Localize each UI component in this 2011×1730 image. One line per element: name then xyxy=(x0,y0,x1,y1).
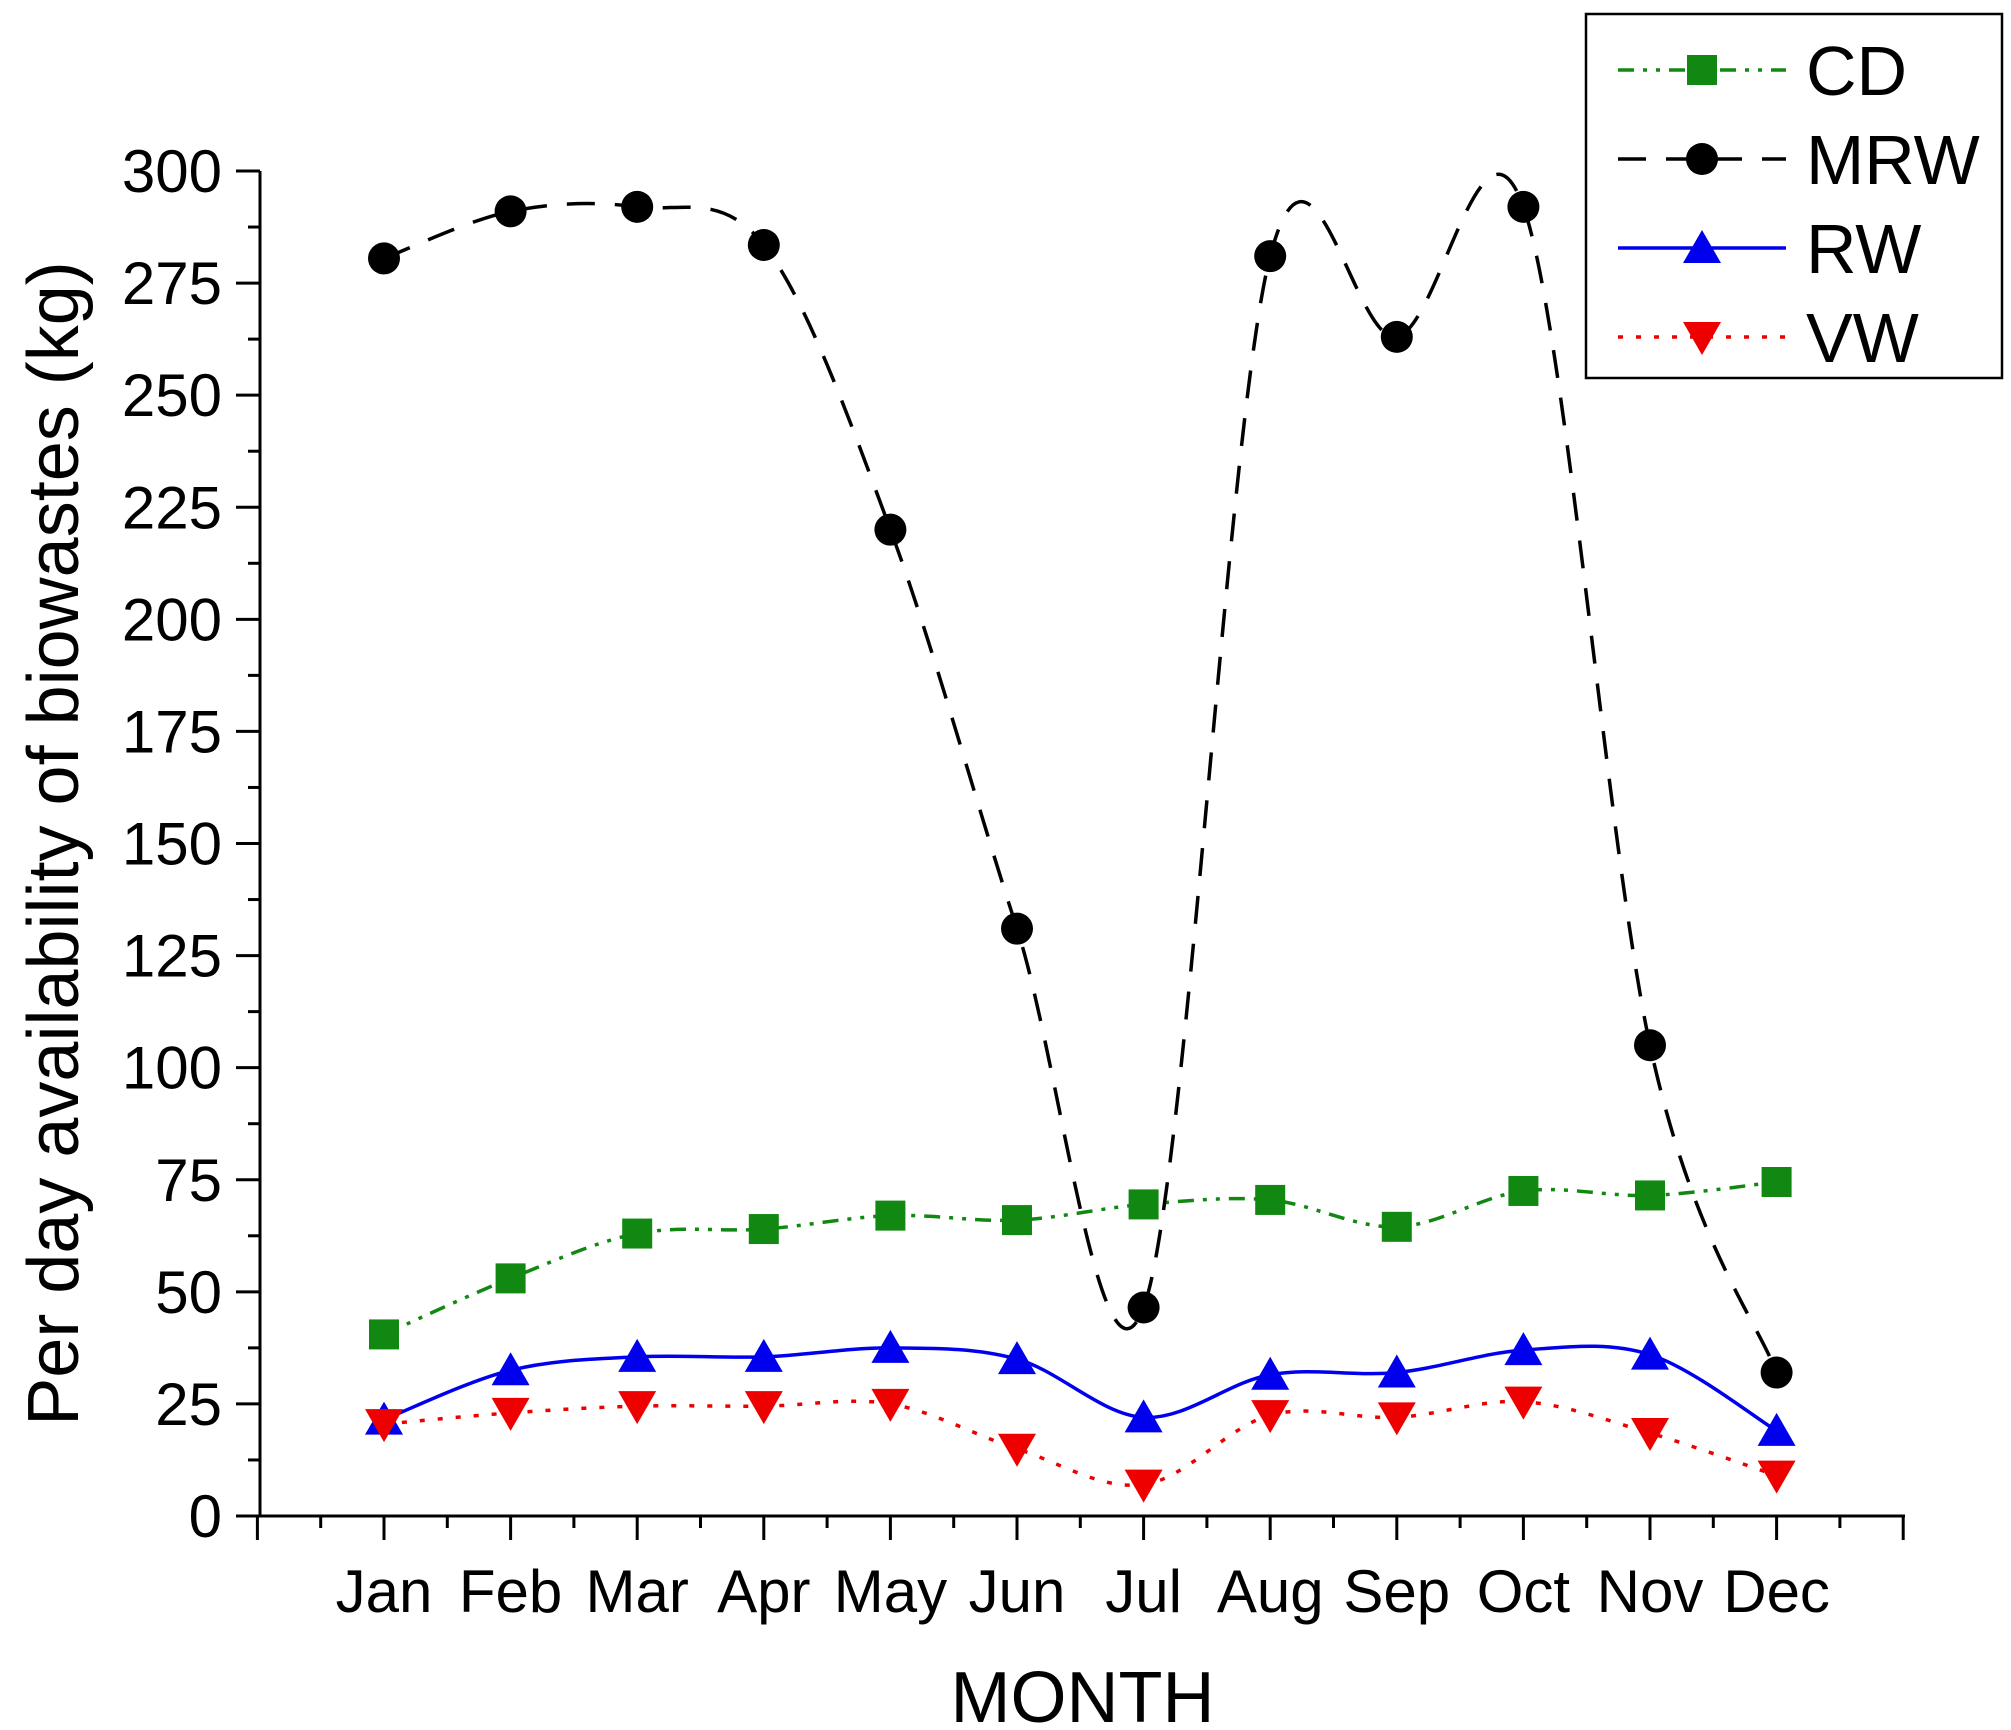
series-layer xyxy=(383,172,1779,1488)
legend-marker-cd xyxy=(1687,55,1717,85)
axes-layer: 0 25 50 75 100 125 150 175 200 225 250 275 300 Jan Fe… xyxy=(14,138,1905,1730)
data-point-mrw xyxy=(874,513,907,546)
y-tick-label: 250 xyxy=(122,362,222,429)
data-point-cd xyxy=(748,1214,779,1245)
x-tick-label: Apr xyxy=(717,1558,810,1625)
data-point-cd xyxy=(622,1218,653,1249)
legend-marker-mrw xyxy=(1686,143,1718,175)
legend-label-rw: RW xyxy=(1806,210,1921,288)
x-tick-label: Oct xyxy=(1477,1558,1571,1625)
y-tick-label: 75 xyxy=(155,1147,222,1214)
data-point-cd xyxy=(1635,1180,1665,1211)
data-point-vw xyxy=(1631,1418,1669,1452)
legend-label-vw: VW xyxy=(1806,299,1919,377)
data-point-vw xyxy=(1757,1460,1796,1494)
series-line-vw xyxy=(383,1399,1778,1488)
legend-label-mrw: MRW xyxy=(1806,121,1980,199)
x-tick-label: Jul xyxy=(1105,1558,1182,1625)
x-tick-label: May xyxy=(834,1558,947,1625)
data-point-mrw xyxy=(747,228,780,261)
data-point-rw xyxy=(1504,1332,1543,1366)
y-tick-label: 25 xyxy=(155,1371,222,1438)
data-point-mrw xyxy=(494,195,527,228)
data-point-cd xyxy=(875,1200,906,1231)
data-point-rw xyxy=(1631,1336,1669,1370)
data-point-vw xyxy=(1504,1386,1543,1420)
data-point-mrw xyxy=(1001,912,1033,945)
data-point-rw xyxy=(1124,1399,1163,1433)
x-tick-label: Aug xyxy=(1217,1558,1324,1625)
data-point-cd xyxy=(1508,1175,1539,1206)
data-point-rw xyxy=(744,1338,783,1372)
data-point-rw xyxy=(618,1338,657,1372)
data-point-cd xyxy=(1255,1184,1286,1215)
y-axis-title: Per day availability of biowastes (kg) xyxy=(14,261,94,1426)
data-point-cd xyxy=(1128,1189,1159,1220)
data-point-vw xyxy=(1251,1400,1290,1434)
data-point-mrw xyxy=(1760,1356,1793,1389)
data-point-cd xyxy=(1761,1166,1792,1197)
data-point-vw xyxy=(998,1433,1036,1467)
x-tick-label: Jun xyxy=(969,1558,1066,1625)
x-tick-label: Jan xyxy=(336,1558,433,1625)
data-point-cd xyxy=(1002,1205,1032,1236)
data-point-vw xyxy=(1377,1402,1416,1436)
data-point-mrw xyxy=(368,242,400,275)
legend-label-cd: CD xyxy=(1806,32,1907,110)
series-line-rw xyxy=(383,1344,1778,1433)
y-tick-label: 0 xyxy=(189,1483,222,1550)
legend-box xyxy=(1584,12,2004,380)
data-point-rw xyxy=(1377,1354,1416,1388)
legend-marker-vw xyxy=(1683,322,1721,355)
y-tick-label: 225 xyxy=(122,474,222,541)
x-axis-ticks: Jan Feb Mar Apr May Jun Jul Aug Sep Oct Nov Dec xyxy=(255,1516,1905,1625)
x-tick-label: Dec xyxy=(1723,1558,1830,1625)
data-point-mrw xyxy=(1380,320,1413,353)
legend-marker-rw xyxy=(1683,230,1721,263)
data-point-mrw xyxy=(1254,240,1287,273)
data-point-mrw xyxy=(621,190,654,223)
y-tick-label: 100 xyxy=(122,1035,222,1102)
series-line-mrw xyxy=(383,172,1779,1374)
data-point-mrw xyxy=(1127,1291,1160,1324)
data-point-rw xyxy=(1757,1412,1796,1446)
data-point-rw xyxy=(1251,1356,1290,1390)
y-tick-label: 200 xyxy=(122,586,222,653)
x-tick-label: Feb xyxy=(459,1558,562,1625)
data-point-vw xyxy=(365,1409,403,1443)
legend: CD MRW RW VW xyxy=(1584,12,2004,380)
data-point-vw xyxy=(618,1391,657,1425)
data-point-vw xyxy=(1124,1469,1163,1503)
y-tick-label: 300 xyxy=(122,138,222,205)
x-axis-title: MONTH xyxy=(951,1658,1215,1730)
y-tick-label: 275 xyxy=(122,250,222,317)
x-tick-label: Sep xyxy=(1343,1558,1450,1625)
data-point-cd xyxy=(495,1263,526,1294)
data-point-cd xyxy=(1381,1211,1412,1242)
data-point-rw xyxy=(871,1329,910,1363)
data-point-mrw xyxy=(1507,190,1540,223)
x-tick-label: Nov xyxy=(1597,1558,1704,1625)
y-tick-label: 125 xyxy=(122,923,222,990)
marker-layer xyxy=(365,190,1796,1503)
y-tick-label: 150 xyxy=(122,811,222,878)
y-tick-label: 50 xyxy=(155,1259,222,1326)
data-point-mrw xyxy=(1634,1029,1666,1062)
data-point-cd xyxy=(369,1319,399,1350)
data-point-vw xyxy=(871,1388,910,1422)
data-point-vw xyxy=(744,1391,783,1425)
x-tick-label: Mar xyxy=(586,1558,689,1625)
data-point-rw xyxy=(491,1352,530,1386)
y-tick-label: 175 xyxy=(122,698,222,765)
y-axis-ticks: 0 25 50 75 100 125 150 175 200 225 250 275 300 xyxy=(122,138,260,1550)
data-point-vw xyxy=(491,1397,530,1431)
data-point-rw xyxy=(998,1341,1036,1375)
